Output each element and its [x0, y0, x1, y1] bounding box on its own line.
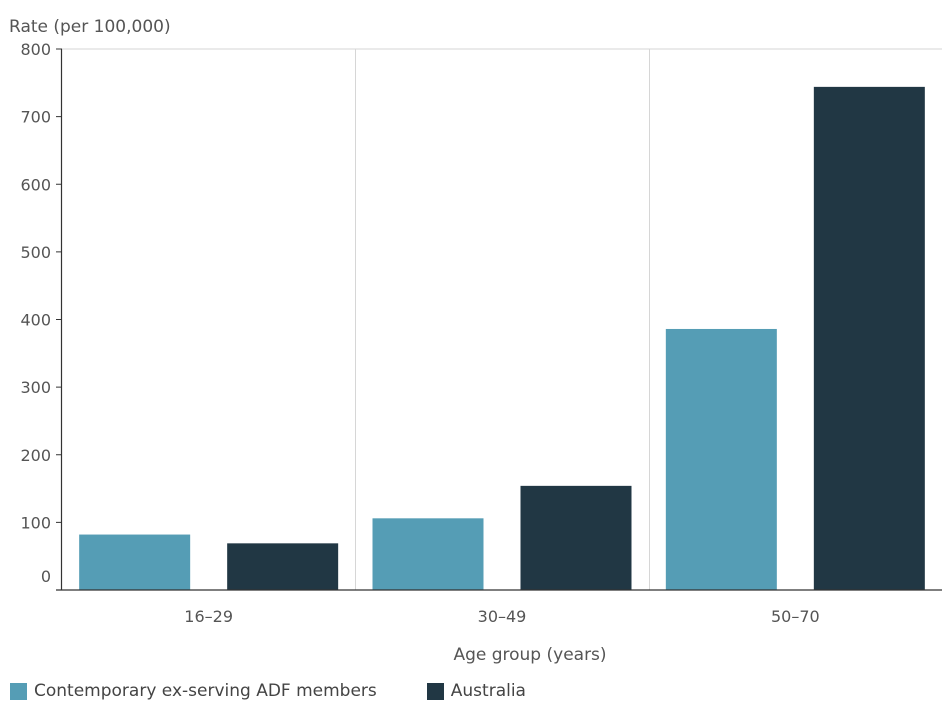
- x-axis-label: Age group (years): [453, 645, 606, 665]
- y-tick-label: 0: [41, 567, 51, 586]
- bar-5070-series-0: [665, 328, 777, 590]
- y-tick-label: 500: [20, 243, 51, 262]
- legend-swatch-australia: [426, 682, 444, 700]
- legend-label-australia: Australia: [450, 681, 526, 701]
- y-tick-label: 600: [20, 175, 51, 194]
- y-tick-label: 300: [20, 378, 51, 397]
- legend-swatch-ex-serving: [10, 682, 27, 700]
- x-tick-label: 50–70: [771, 607, 820, 626]
- x-tick-label: 16–29: [184, 607, 233, 626]
- y-tick-label: 400: [20, 311, 51, 330]
- legend: Contemporary ex-serving ADF members Aust…: [10, 681, 576, 701]
- y-axis-label: Rate (per 100,000): [9, 17, 171, 37]
- bar-5070-series-1: [813, 86, 925, 591]
- bar-3049-series-1: [520, 485, 632, 590]
- legend-label-ex-serving: Contemporary ex-serving ADF members: [34, 681, 377, 701]
- y-tick-label: 800: [20, 40, 51, 59]
- bar-1629-series-1: [227, 543, 339, 590]
- bar-3049-series-0: [372, 518, 484, 590]
- x-tick-label: 30–49: [478, 607, 527, 626]
- y-tick-label: 100: [20, 513, 51, 532]
- bar-1629-series-0: [79, 534, 191, 590]
- legend-item-ex-serving: Contemporary ex-serving ADF members: [10, 681, 377, 701]
- legend-item-australia: Australia: [426, 681, 526, 701]
- y-tick-label: 200: [20, 446, 51, 465]
- y-tick-label: 700: [20, 108, 51, 127]
